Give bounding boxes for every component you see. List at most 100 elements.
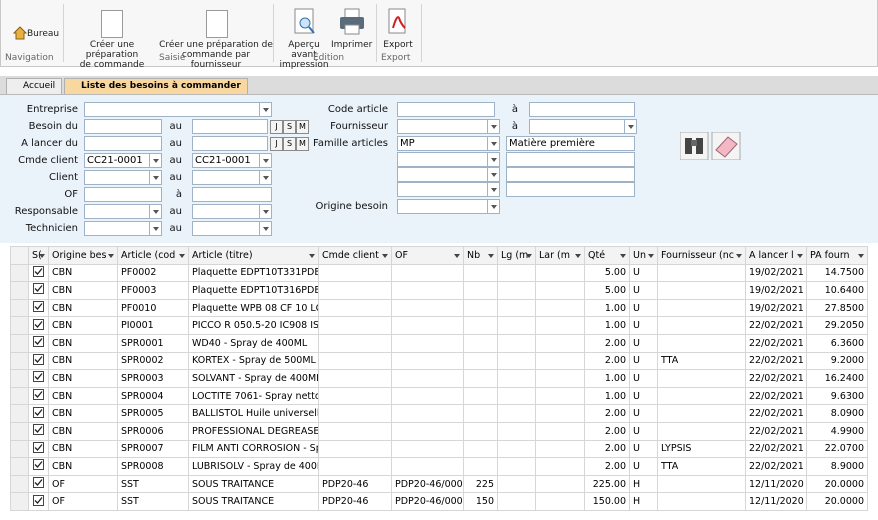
input[interactable]	[192, 136, 268, 151]
input[interactable]	[192, 204, 272, 219]
sort-arrow[interactable]	[309, 254, 315, 261]
checkbox[interactable]	[33, 336, 44, 347]
dropdown-arrow[interactable]	[487, 183, 499, 196]
bureau-button[interactable]: Bureau	[27, 29, 59, 39]
row-selector[interactable]	[11, 352, 29, 370]
column-header[interactable]: Un	[630, 247, 658, 265]
date-button[interactable]: J	[270, 137, 283, 151]
checkbox[interactable]	[33, 442, 44, 453]
input[interactable]	[529, 119, 637, 134]
checkbox[interactable]	[33, 407, 44, 418]
input[interactable]	[397, 182, 500, 197]
sort-arrow[interactable]	[382, 254, 388, 261]
column-header[interactable]: Qté	[585, 247, 630, 265]
input[interactable]: MP	[397, 136, 500, 151]
input[interactable]: Matière première	[506, 136, 635, 151]
checkbox[interactable]	[33, 283, 44, 294]
row-selector[interactable]	[11, 422, 29, 440]
dropdown-arrow[interactable]	[259, 222, 271, 235]
dropdown-arrow[interactable]	[487, 137, 499, 150]
column-header[interactable]: Lar (m	[536, 247, 585, 265]
column-header[interactable]: Nb	[464, 247, 498, 265]
row-selector[interactable]	[11, 317, 29, 335]
ribbon-button[interactable]: Créer une préparationde commande	[63, 40, 161, 70]
sort-arrow[interactable]	[39, 254, 45, 261]
sort-arrow[interactable]	[736, 254, 742, 261]
column-header[interactable]: S(	[29, 247, 49, 265]
date-button[interactable]: J	[270, 120, 283, 134]
ribbon-button[interactable]: Imprimer	[331, 40, 371, 50]
input[interactable]: CC21-0001	[192, 153, 272, 168]
row-selector[interactable]	[11, 405, 29, 423]
checkbox[interactable]	[33, 319, 44, 330]
row-selector[interactable]	[11, 299, 29, 317]
checkbox[interactable]	[33, 389, 44, 400]
checkbox[interactable]	[33, 459, 44, 470]
input[interactable]	[397, 199, 500, 214]
row-selector[interactable]	[11, 458, 29, 476]
dropdown-arrow[interactable]	[487, 200, 499, 213]
row-selector[interactable]	[11, 282, 29, 300]
checkbox[interactable]	[33, 495, 44, 506]
column-header[interactable]: PA fourn	[807, 247, 868, 265]
input[interactable]	[84, 204, 162, 219]
input[interactable]	[397, 152, 500, 167]
input[interactable]	[84, 221, 162, 236]
dropdown-arrow[interactable]	[259, 103, 271, 116]
row-selector[interactable]	[11, 334, 29, 352]
input[interactable]	[506, 152, 635, 167]
row-selector[interactable]	[11, 370, 29, 388]
input[interactable]	[506, 182, 635, 197]
sort-arrow[interactable]	[620, 254, 626, 261]
row-selector[interactable]	[11, 264, 29, 282]
input[interactable]	[84, 136, 162, 151]
dropdown-arrow[interactable]	[149, 154, 161, 167]
row-selector[interactable]	[11, 387, 29, 405]
dropdown-arrow[interactable]	[149, 222, 161, 235]
column-header[interactable]: Article (titre)	[189, 247, 319, 265]
input[interactable]	[397, 167, 500, 182]
dropdown-arrow[interactable]	[259, 171, 271, 184]
dropdown-arrow[interactable]	[149, 205, 161, 218]
tab-active[interactable]: Liste des besoins à commander	[64, 78, 248, 94]
input[interactable]	[192, 119, 268, 134]
sort-arrow[interactable]	[858, 254, 864, 261]
dropdown-arrow[interactable]	[149, 171, 161, 184]
input[interactable]	[84, 102, 272, 117]
dropdown-arrow[interactable]	[487, 120, 499, 133]
dropdown-arrow[interactable]	[259, 205, 271, 218]
input[interactable]	[192, 170, 272, 185]
dropdown-arrow[interactable]	[624, 120, 636, 133]
column-header[interactable]: Cmde client	[319, 247, 392, 265]
sort-arrow[interactable]	[648, 254, 654, 261]
checkbox[interactable]	[33, 477, 44, 488]
input[interactable]	[84, 119, 162, 134]
column-header[interactable]: OF	[392, 247, 464, 265]
sort-arrow[interactable]	[488, 254, 494, 261]
column-header[interactable]: Origine bes	[49, 247, 118, 265]
sort-arrow[interactable]	[454, 254, 460, 261]
dropdown-arrow[interactable]	[487, 168, 499, 181]
sort-arrow[interactable]	[797, 254, 803, 261]
row-selector[interactable]	[11, 493, 29, 511]
input[interactable]	[192, 187, 272, 202]
column-header[interactable]: Fournisseur (nc	[658, 247, 746, 265]
checkbox[interactable]	[33, 301, 44, 312]
checkbox[interactable]	[33, 354, 44, 365]
row-selector[interactable]	[11, 440, 29, 458]
input[interactable]	[529, 102, 635, 117]
dropdown-arrow[interactable]	[259, 154, 271, 167]
column-header[interactable]: A lancer l	[746, 247, 807, 265]
sort-arrow[interactable]	[179, 254, 185, 261]
input[interactable]	[397, 102, 495, 117]
input[interactable]	[84, 170, 162, 185]
sort-arrow[interactable]	[526, 254, 532, 261]
input[interactable]: CC21-0001	[84, 153, 162, 168]
row-selector[interactable]	[11, 475, 29, 493]
tab[interactable]: Accueil	[6, 78, 62, 94]
checkbox[interactable]	[33, 371, 44, 382]
checkbox[interactable]	[33, 266, 44, 277]
input[interactable]	[506, 167, 635, 182]
checkbox[interactable]	[33, 424, 44, 435]
input[interactable]	[397, 119, 500, 134]
